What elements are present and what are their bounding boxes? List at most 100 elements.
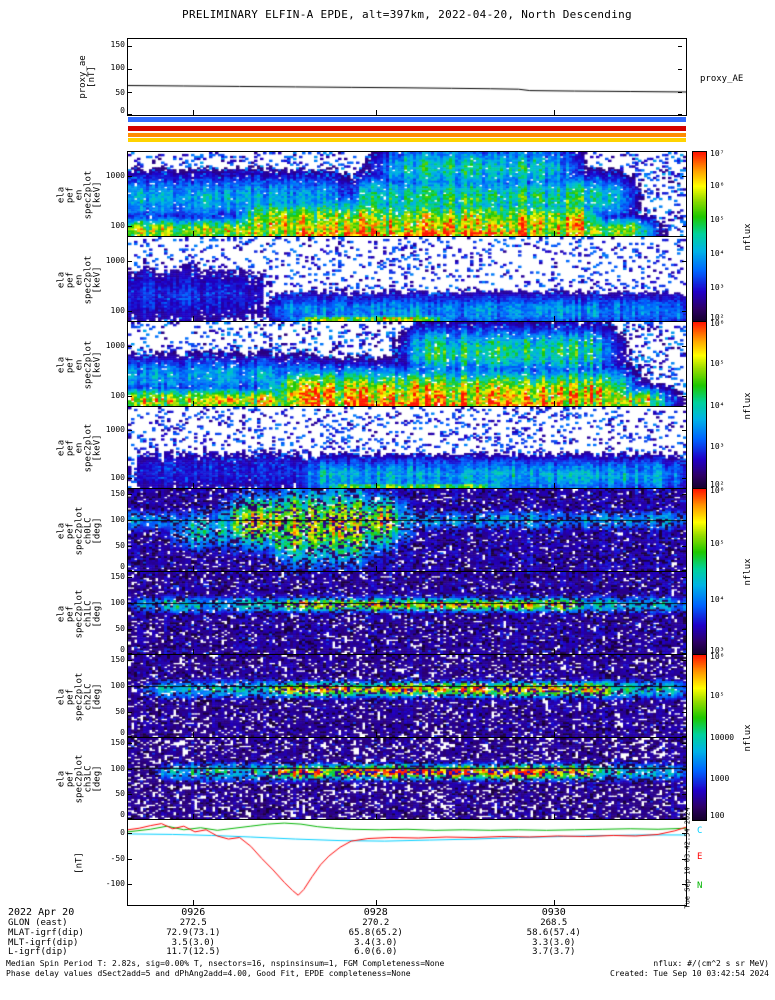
panel-xtick-mark <box>376 401 377 406</box>
panel-ytick-mark-r <box>682 833 686 834</box>
proxy-xtick-mark <box>193 110 194 115</box>
panel-ytick-label: 100 <box>110 515 125 525</box>
panel-ytick-mark <box>128 478 132 479</box>
panel-ytick-mark <box>128 794 132 795</box>
proxy-ae-line-chart <box>128 39 686 115</box>
panel-xtick-mark <box>193 566 194 571</box>
ephemeris-row-value: 270.2 <box>362 918 390 928</box>
panel-ytick-label: 50 <box>115 789 125 799</box>
colorbar-tick-label: 10⁴ <box>710 249 725 258</box>
availability-bar-epd-bar <box>128 126 686 131</box>
panel-ytick-label: 50 <box>115 624 125 634</box>
panel-ytick-mark <box>128 884 132 885</box>
panel-ytick-label: 150 <box>110 655 125 665</box>
panel-xtick-mark <box>376 814 377 819</box>
proxy-ytick-label: 50 <box>115 87 125 97</box>
panel-ytick-mark-r <box>682 660 686 661</box>
panel-ytick-mark <box>128 311 132 312</box>
footer-spin-period: Median Spin Period T: 2.82s, sig=0.00% T… <box>6 959 445 968</box>
proxy-ytick-mark-r <box>678 114 682 115</box>
ephemeris-row-label: GLON (east) <box>8 918 68 928</box>
plot-title: PRELIMINARY ELFIN-A EPDE, alt=397km, 202… <box>182 8 632 21</box>
panel-ytick-mark-r <box>682 653 686 654</box>
ephemeris-row-label: MLAT-igrf(dip) <box>8 928 84 938</box>
panel-ytick-label: 150 <box>110 572 125 582</box>
proxy-xtick-mark <box>376 110 377 115</box>
panel-ytick-mark <box>128 577 132 578</box>
colorbar-tick-label: 10000 <box>710 732 735 742</box>
footer-created-timestamp: Created: Tue Sep 10 03:42:54 2024 <box>610 969 769 978</box>
panel-ytick-mark <box>128 176 132 177</box>
panel-spectrogram-1 <box>128 237 686 322</box>
panel-xtick-mark <box>554 316 555 321</box>
ephemeris-row-value: 6.0(6.0) <box>354 947 398 957</box>
panel-xtick-mark <box>193 814 194 819</box>
x-axis-time-label: 0928 <box>363 907 388 918</box>
panel-ytick-mark-r <box>682 226 686 227</box>
panel-ytick-mark <box>128 603 132 604</box>
panel-ytick-mark <box>128 396 132 397</box>
ephemeris-row-label: L-igrf(dip) <box>8 947 68 957</box>
x-axis-time-label: 0926 <box>181 907 206 918</box>
proxy-ae-panel <box>127 38 687 116</box>
ephemeris-row-value: 3.7(3.7) <box>532 947 576 957</box>
panel-ytick-mark <box>128 743 132 744</box>
spectrogram-canvas <box>128 489 686 571</box>
panel-xtick-mark <box>193 231 194 236</box>
panel-xtick-mark <box>554 900 555 905</box>
colorbar-tick-label: 10² <box>710 313 725 322</box>
panel-ytick-label: 100 <box>110 390 125 400</box>
panel-ytick-mark <box>128 712 132 713</box>
colorbar-tick-label: 100 <box>710 811 725 820</box>
colorbar-gradient <box>693 489 706 655</box>
panel-ytick-mark <box>128 769 132 770</box>
ephemeris-row-value: 11.7(12.5) <box>166 947 221 957</box>
panel-ytick-mark-r <box>682 743 686 744</box>
panel-ylabel: [nT] <box>74 851 85 874</box>
panel-ytick-label: 100 <box>110 305 125 315</box>
colorbar-tick-label: 10⁶ <box>710 652 725 661</box>
panel-xtick-mark <box>554 231 555 236</box>
spectrogram-canvas <box>128 407 686 488</box>
panel-xtick-mark <box>376 732 377 737</box>
legend-E: E <box>697 852 703 863</box>
panel-ytick-mark-r <box>682 494 686 495</box>
proxy-ytick-mark-r <box>678 92 682 93</box>
panel-ytick-mark-r <box>682 603 686 604</box>
panel-xtick-mark <box>376 566 377 571</box>
panel-xtick-mark <box>554 814 555 819</box>
panel-spectrogram-7 <box>128 738 686 820</box>
panel-ytick-label: 100 <box>110 598 125 608</box>
panel-xtick-mark <box>554 401 555 406</box>
panel-igrf-field-lines <box>128 820 686 905</box>
panel-xtick-mark <box>376 649 377 654</box>
colorbar-title: nflux <box>743 723 753 752</box>
panel-xtick-mark <box>376 231 377 236</box>
colorbar-tick-label: 10⁶ <box>710 319 725 328</box>
panel-xtick-mark <box>193 732 194 737</box>
proxy-ytick-mark <box>128 69 132 70</box>
proxy-ytick-label: 0 <box>120 106 125 115</box>
panel-ytick-mark-r <box>682 884 686 885</box>
panel-xtick-mark <box>376 900 377 905</box>
colorbar-tick-label: 10⁴ <box>710 400 725 410</box>
spectrogram-canvas <box>128 738 686 819</box>
panel-ytick-mark-r <box>682 176 686 177</box>
panel-ytick-mark <box>128 226 132 227</box>
panel-ytick-label: 1000 <box>105 340 125 350</box>
panel-ytick-label: 0 <box>120 562 125 571</box>
panel-ytick-label: -100 <box>105 879 125 889</box>
availability-bar-mode-bar <box>128 138 686 142</box>
panel-ytick-label: 50 <box>115 707 125 717</box>
panel-ytick-mark <box>128 520 132 521</box>
proxy-ytick-label: 150 <box>110 40 125 50</box>
panel-ytick-label: 0 <box>120 810 125 819</box>
panel-xtick-mark <box>193 483 194 488</box>
colorbar-tick-label: 1000 <box>710 773 730 783</box>
panel-xtick-mark <box>193 316 194 321</box>
colorbar-tick-label: 10⁴ <box>710 594 725 604</box>
colorbar-gradient <box>693 152 706 322</box>
panel-ytick-mark <box>128 859 132 860</box>
panel-ytick-label: 100 <box>110 763 125 773</box>
